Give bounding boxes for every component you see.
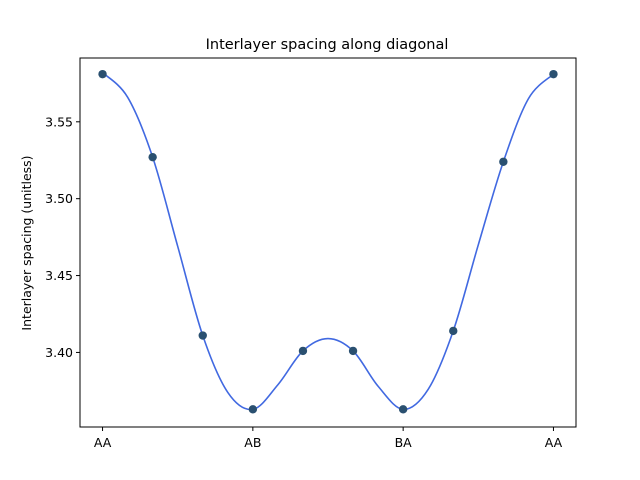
y-axis-label: Interlayer spacing (unitless) [19,155,34,330]
x-tick-label: AA [94,435,112,450]
y-tick-label: 3.40 [45,345,73,360]
data-point [299,347,307,355]
x-tick-label: BA [395,435,413,450]
data-point [249,405,257,413]
y-tick-label: 3.45 [45,268,73,283]
data-point [148,153,156,161]
y-tick-label: 3.50 [45,191,73,206]
chart-title: Interlayer spacing along diagonal [206,37,449,53]
data-point [399,405,407,413]
y-tick-label: 3.55 [45,114,73,129]
x-tick-label: AB [244,435,261,450]
data-point [199,331,207,339]
axes: 3.40 3.45 3.50 3.55 AA AB BA AA [45,114,562,450]
data-point [499,158,507,166]
fit-curve [103,73,554,410]
plot-frame [80,58,576,427]
plot-area [98,70,557,414]
data-point [549,70,557,78]
data-point [349,347,357,355]
data-point [98,70,106,78]
data-point [449,327,457,335]
x-tick-label: AA [545,435,563,450]
